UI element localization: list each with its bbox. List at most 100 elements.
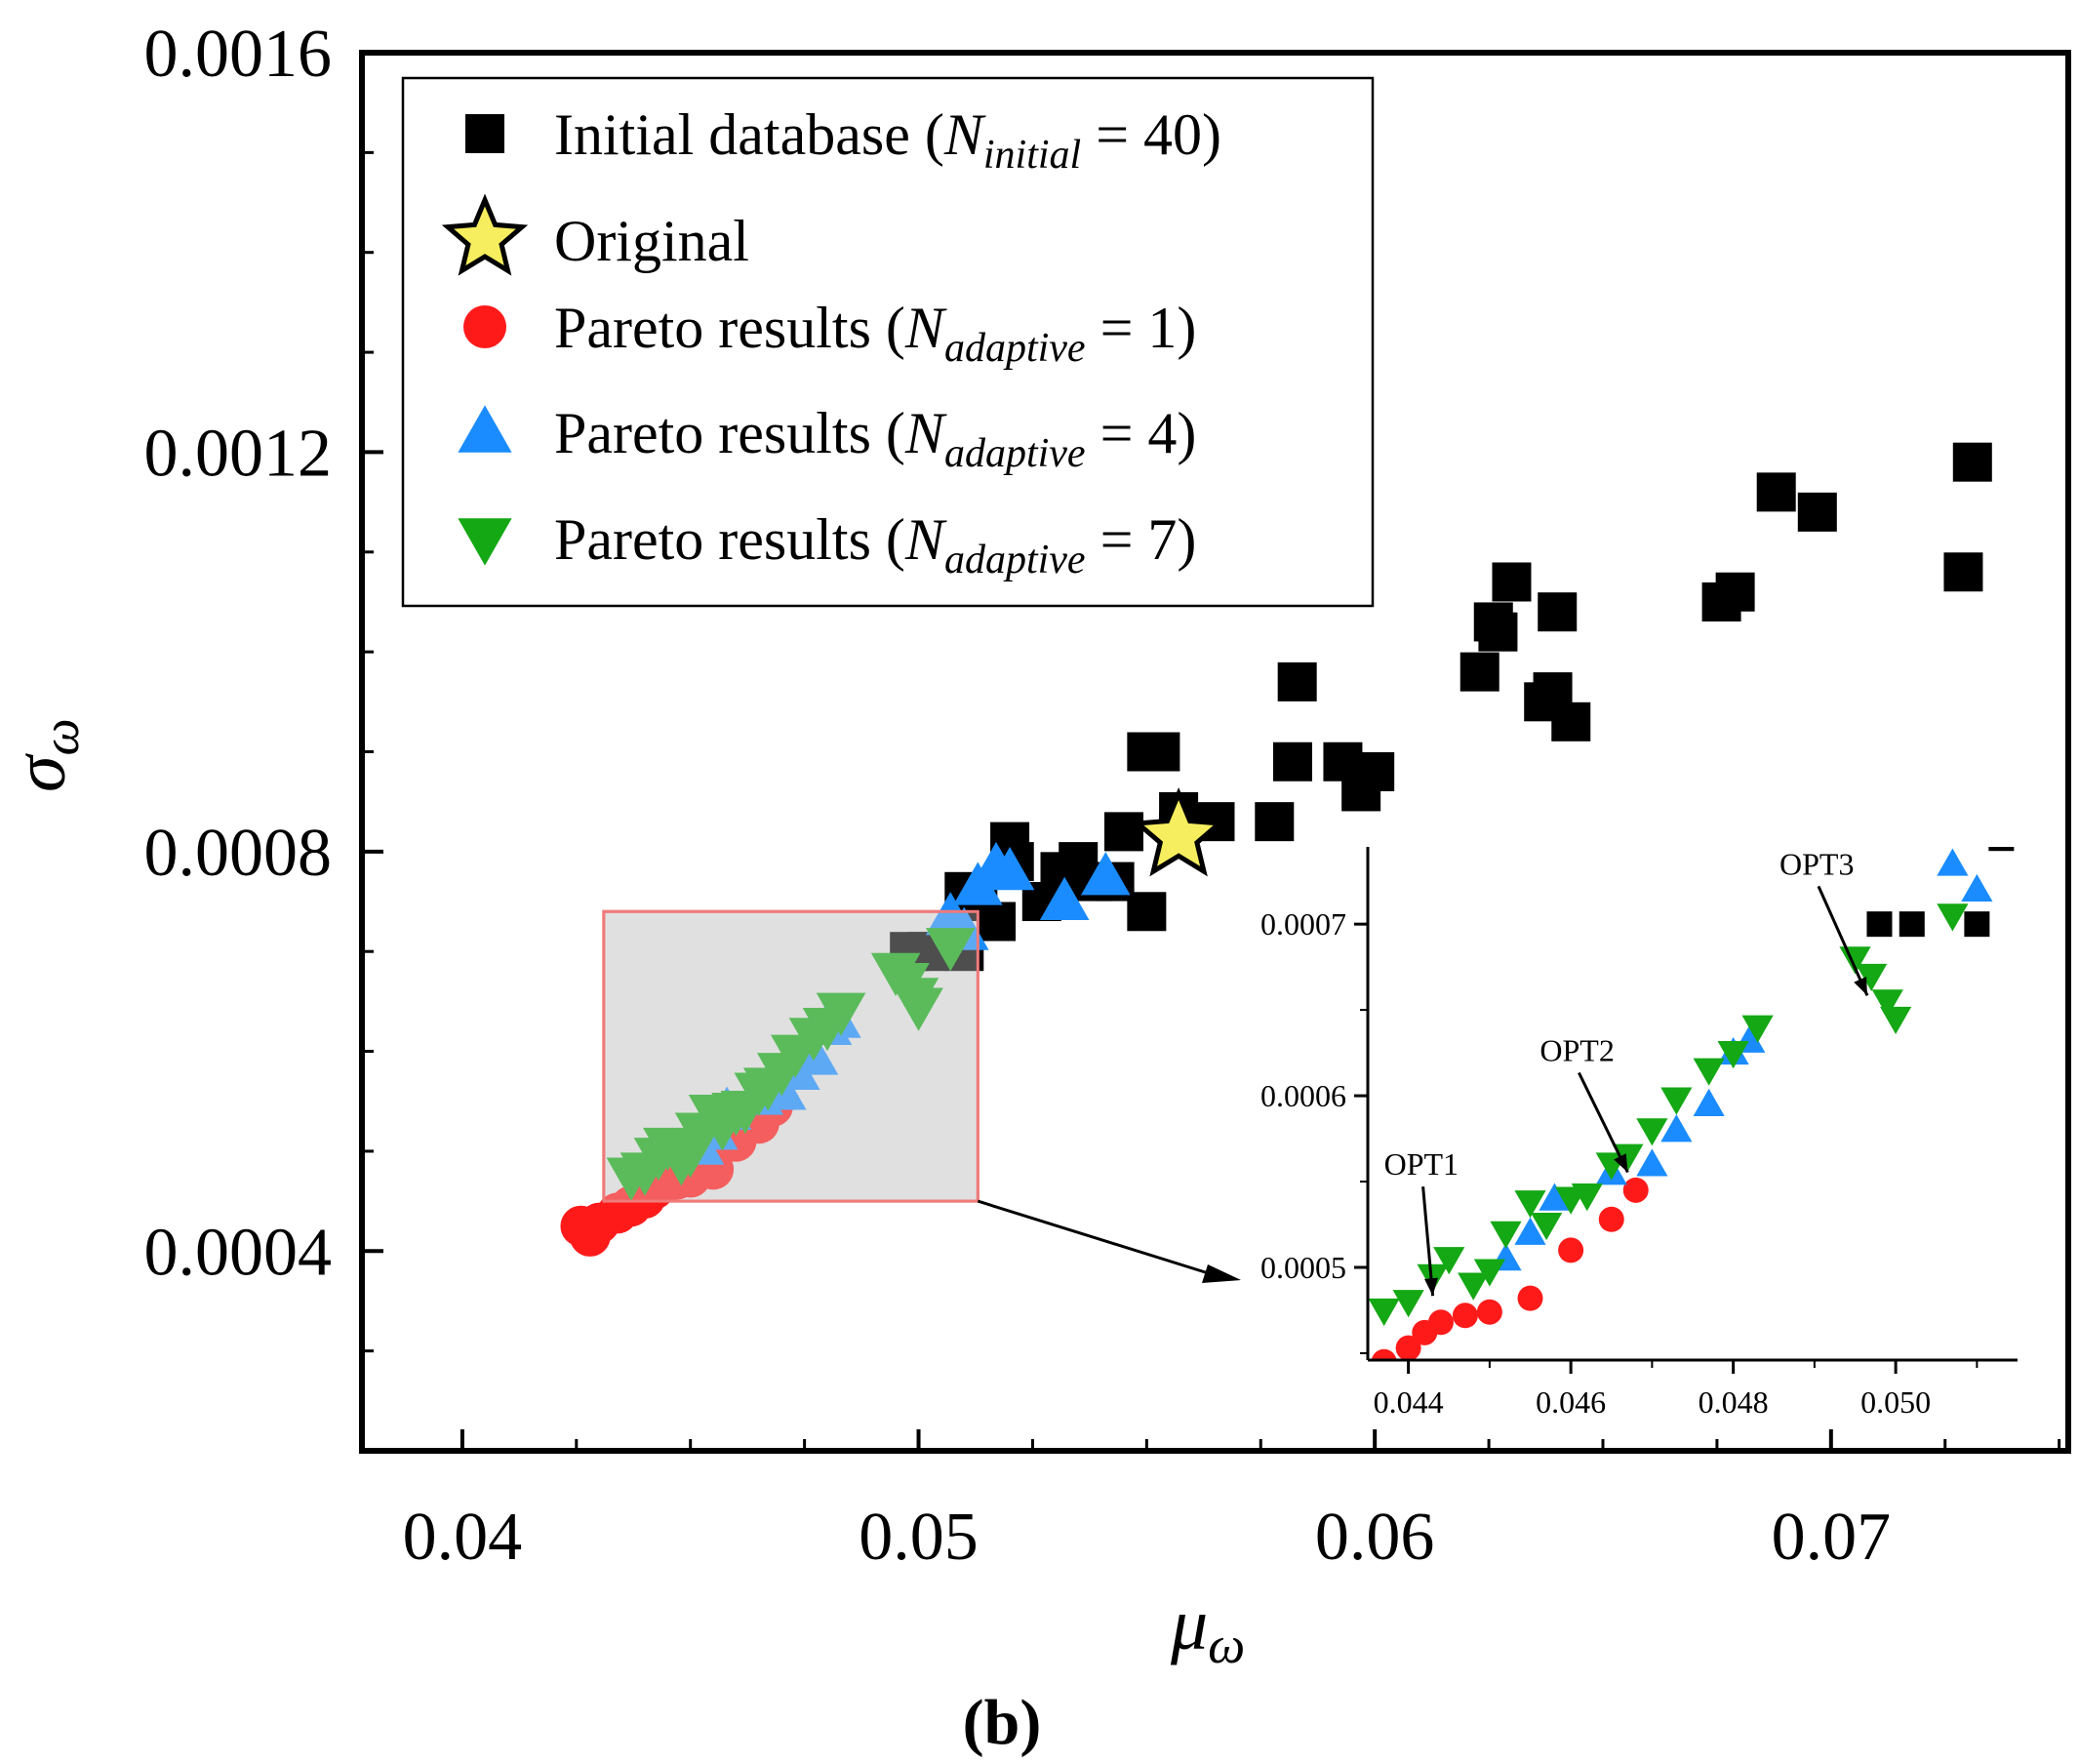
y-tick-label: 0.0012 [144,416,333,491]
inset-initial-point [1866,911,1893,938]
original-point-group [1131,786,1226,877]
figure-label: (b) [963,1687,1042,1758]
inset-annotation-opt3: OPT3 [1779,846,1854,881]
inset-pareto7-point [1937,903,1969,932]
inset-pareto7-point [1880,1006,1912,1035]
initial-point [1459,652,1499,692]
inset-pareto7-point [1717,1041,1749,1069]
pareto7-point [925,928,976,972]
inset-initial-point [1899,911,1925,938]
inset-annotation-arrowhead [1854,977,1867,996]
pareto4-point [1080,852,1131,896]
zoom-region-overlay [602,909,980,1203]
inset-pareto7-point [1368,1298,1400,1327]
inset-x-tick-label: 0.050 [1860,1384,1931,1420]
inset-pareto1-point [1282,1383,1307,1409]
inset-initial-point [1964,809,1989,834]
legend-box [401,76,1375,608]
legend-marker-original [441,193,529,276]
pareto7-point-group [606,928,976,1201]
inset-pareto4-point [1937,848,1969,876]
legend-marker-pareto4 [458,405,512,453]
inset-annotation-arrow [1817,885,1869,996]
legend-label-original: Original [554,209,749,273]
pareto7-point [894,987,943,1031]
y-tick-label: 0.0008 [144,816,333,891]
inset-pareto7-point [1571,1183,1603,1212]
inset-pareto7-point [1693,1058,1725,1086]
inset-annotation-arrowhead [1614,1153,1628,1173]
inset-annotation-opt1: OPT1 [1384,1146,1459,1182]
initial-point [1277,662,1317,702]
legend-label-pareto4: Pareto results (Nadaptive = 4) [554,401,1196,476]
inset-pareto4-point [1961,873,1993,902]
inset-pareto7-point [1392,1290,1424,1318]
initial-point [1255,802,1295,842]
legend-marker-pareto1 [463,305,506,348]
initial-point [1492,562,1532,602]
inset-plot-layer: 0.044 0.046 0.048 0.050 0.0005 0.0006 0.0007 OP… [1260,809,2047,1426]
inset-y-tick-label: 0.0005 [1260,1250,1346,1285]
inset-pareto7-point [1417,1263,1449,1292]
inset-x-tick-label: 0.046 [1536,1384,1606,1420]
inset-pareto7-point [1473,1259,1505,1287]
inset-pareto4-point [1636,1148,1668,1177]
x-tick-label: 0.07 [1772,1500,1892,1575]
inset-pareto7-point [1514,1190,1546,1219]
legend [441,114,529,566]
x-tick-label: 0.04 [403,1500,523,1575]
inset-annotation-opt2: OPT2 [1539,1033,1614,1068]
initial-point [1756,472,1796,512]
inset-pareto7-point [1531,1212,1563,1241]
inset-pareto1-point [1371,1348,1397,1360]
inset-pareto4-point [1660,1114,1693,1143]
x-tick-label: 0.05 [859,1500,979,1575]
inset-pareto1-point [1517,1285,1543,1311]
y-tick-label: 0.0004 [144,1215,333,1290]
initial-point [1127,732,1167,772]
inset-annotation-arrow [1421,1186,1435,1297]
inset-pareto1-point [1476,1299,1502,1325]
inset-y-tick-label: 0.0006 [1260,1078,1346,1113]
inset-pareto4-point [1514,1217,1546,1245]
pareto7-point [816,992,866,1036]
initial-point [1797,492,1837,532]
inset-pareto1-point [1299,1401,1324,1426]
initial-point [1551,702,1591,742]
initial-point [1103,812,1143,852]
y-axis-label: σω [0,718,90,792]
inset-pareto1-point [1558,1237,1584,1263]
legend-marker-pareto7 [458,518,512,566]
main-plot-frame [359,50,2071,1454]
initial-point [1701,581,1741,621]
inset-pareto1-point [1452,1303,1478,1329]
inset-pareto4-point [1539,1183,1571,1211]
x-axis-label: μω [1170,1584,1245,1674]
inset-initial-point [1988,847,2015,852]
legend-label-pareto7: Pareto results (Nadaptive = 7) [554,507,1196,582]
legend-label-initial: Initial database (Ninitial = 40) [554,102,1221,178]
inset-pareto1-point [1347,1361,1373,1386]
inset-pareto4-point [1693,1088,1725,1116]
initial-point [1273,742,1312,782]
inset-pareto7-point [1636,1118,1668,1146]
inset-pareto7-point [1741,1015,1774,1043]
inset-pareto1-point [1622,1177,1649,1203]
initial-point [1952,442,1992,482]
inset-x-tick-label: 0.044 [1374,1384,1444,1420]
inset-pareto7-point [1856,963,1888,992]
inset-pareto7-point [1660,1087,1693,1115]
initial-point [1473,602,1513,642]
inset-annotation-arrowhead [1424,1277,1438,1297]
inset-initial-point [2021,860,2047,885]
initial-point [1943,552,1983,592]
initial-point [1355,751,1395,791]
initial-point [1538,592,1578,632]
zoom-arrow-line [977,1199,1216,1277]
y-tick-label: 0.0016 [144,17,333,92]
inset-pareto7-point [1490,1221,1522,1249]
legend-label-pareto1: Pareto results (Nadaptive = 1) [554,296,1196,371]
pareto4-point [1039,876,1090,921]
x-tick-label: 0.06 [1315,1500,1435,1575]
inset-initial-point [1964,911,1990,938]
